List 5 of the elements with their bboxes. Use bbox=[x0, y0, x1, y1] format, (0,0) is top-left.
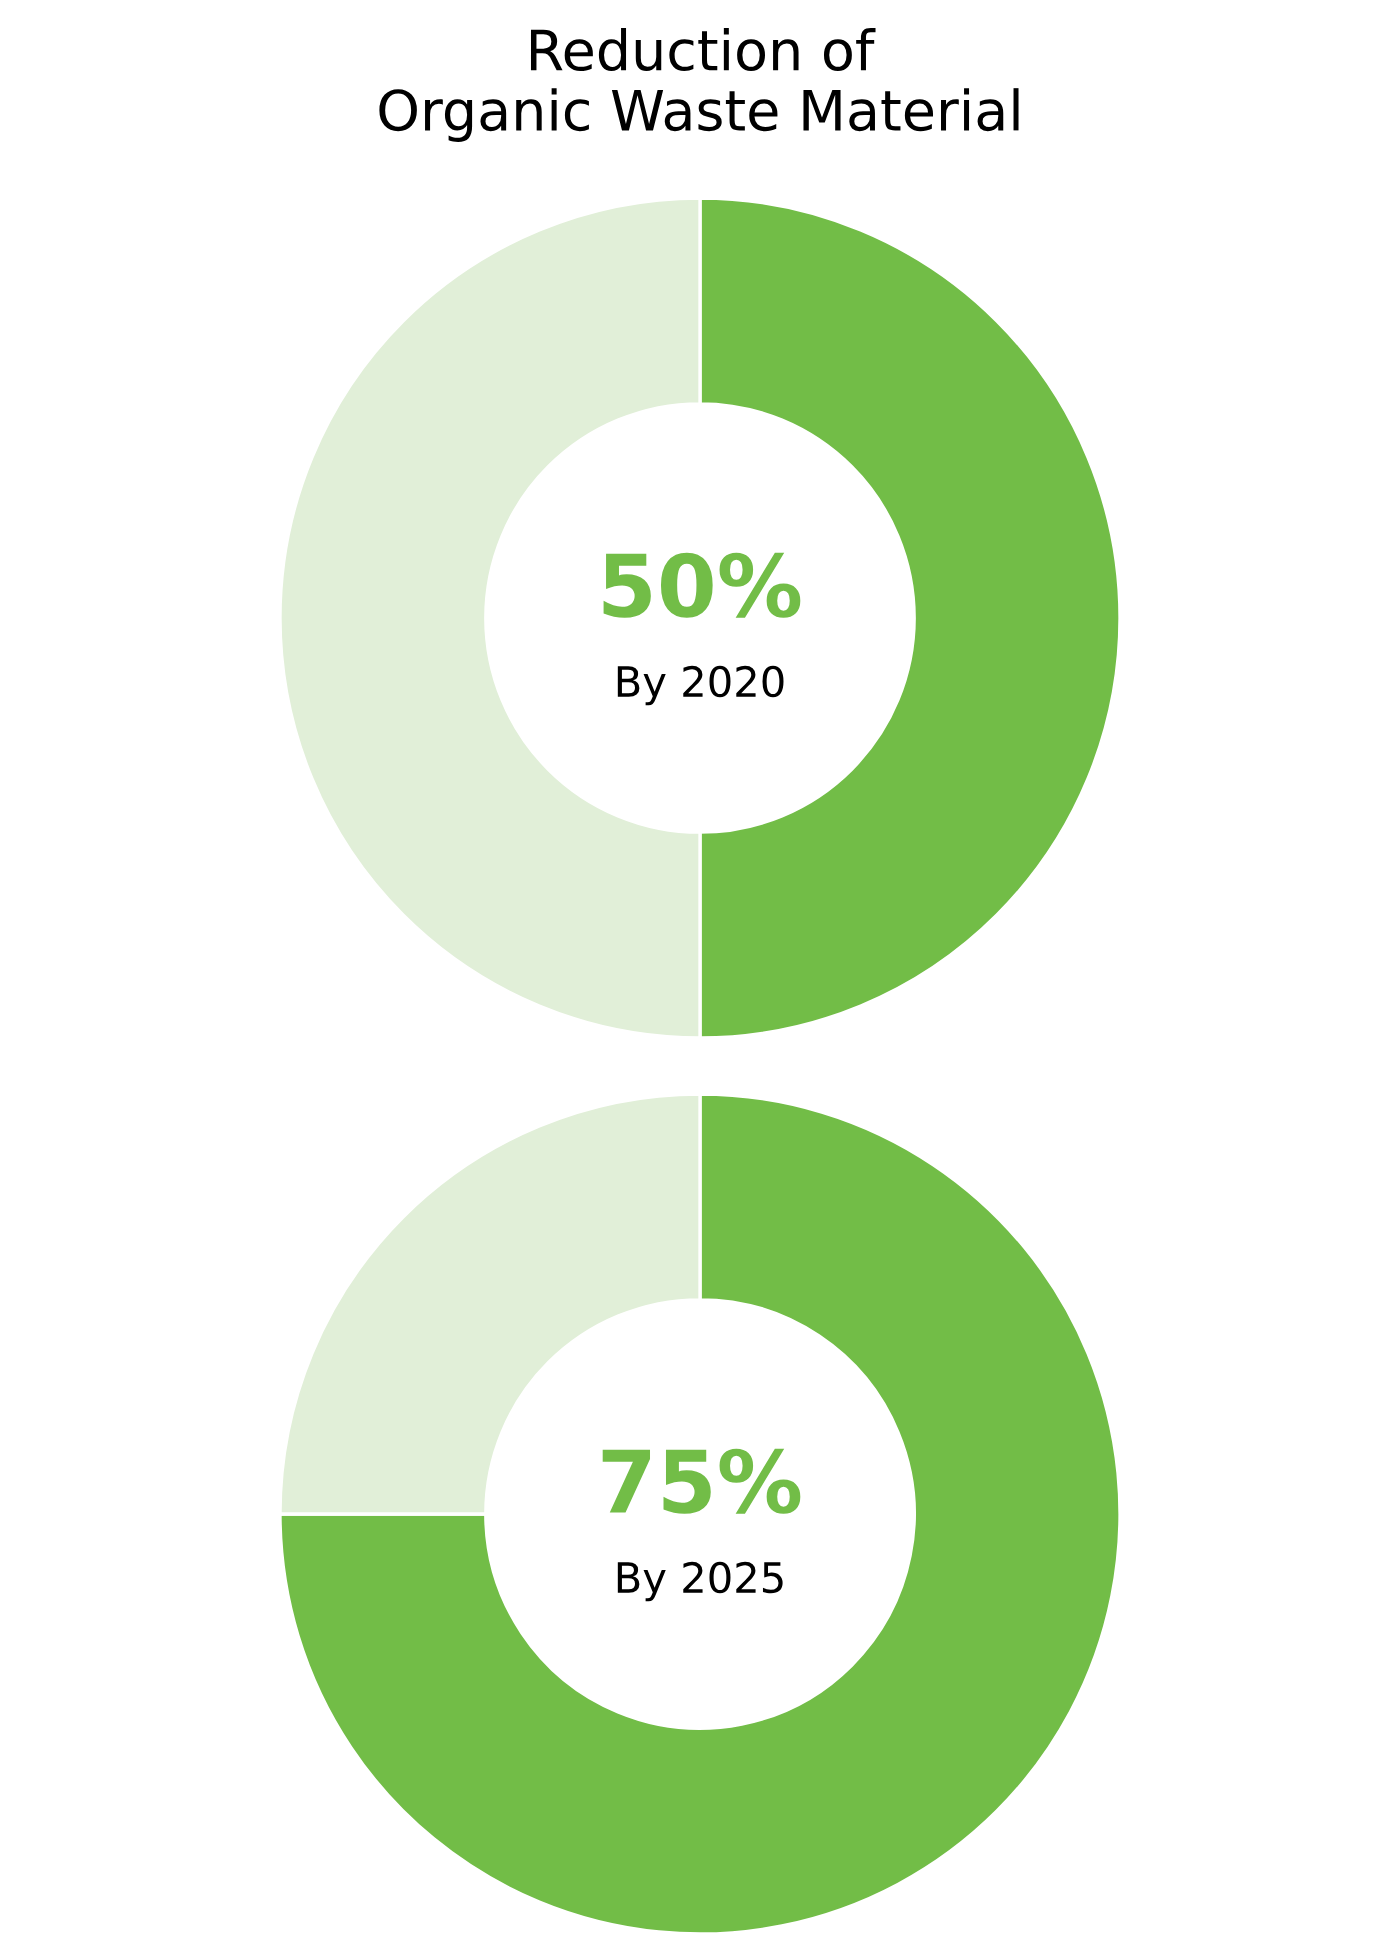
text: By 2020 bbox=[617, 665, 784, 706]
chart-title: Reduction of Organic Waste Material bbox=[379, 28, 1019, 142]
text: By 2025 bbox=[617, 1561, 783, 1602]
data-label: 50% bbox=[603, 552, 801, 618]
data-label: 75% bbox=[602, 1448, 801, 1514]
